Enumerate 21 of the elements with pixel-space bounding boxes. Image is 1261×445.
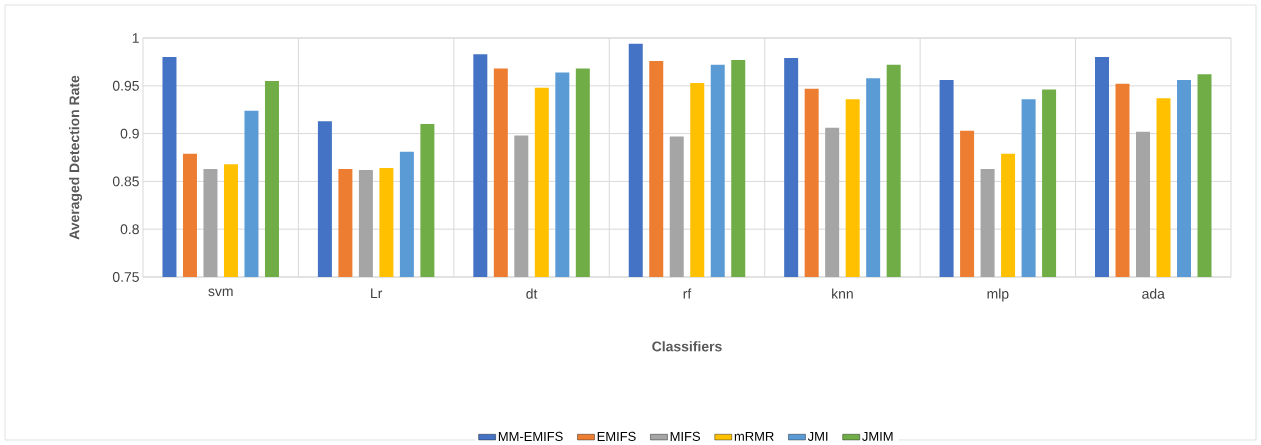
legend-label: MIFS [670, 431, 700, 442]
x-tick-label: Lr [371, 288, 383, 299]
y-tick-label: 0.85 [112, 176, 139, 187]
x-axis-title: Classifiers [652, 341, 722, 352]
x-tick-label: svm [208, 288, 233, 297]
y-tick-label: 0.9 [120, 128, 139, 139]
y-tick-label: 0.95 [112, 80, 139, 91]
legend-label: EMIFS [597, 431, 636, 442]
legend-label: JMI [807, 431, 828, 441]
x-tick-label: knn [832, 288, 853, 299]
x-tick-label: mlp [987, 288, 1009, 302]
y-axis-title: Averaged Detection Rate [69, 75, 83, 240]
legend-label: MM-EMIFS [498, 431, 563, 442]
y-tick-label: 1 [132, 33, 139, 43]
legend-label: mRMR [734, 431, 774, 441]
x-tick-label: dt [526, 288, 538, 299]
y-tick-label: 0.8 [120, 224, 139, 235]
y-tick-label: 0.75 [112, 272, 139, 282]
x-tick-label: ada [1142, 288, 1165, 299]
x-tick-label: rf [683, 288, 692, 299]
legend-label: JMIM [862, 431, 893, 441]
